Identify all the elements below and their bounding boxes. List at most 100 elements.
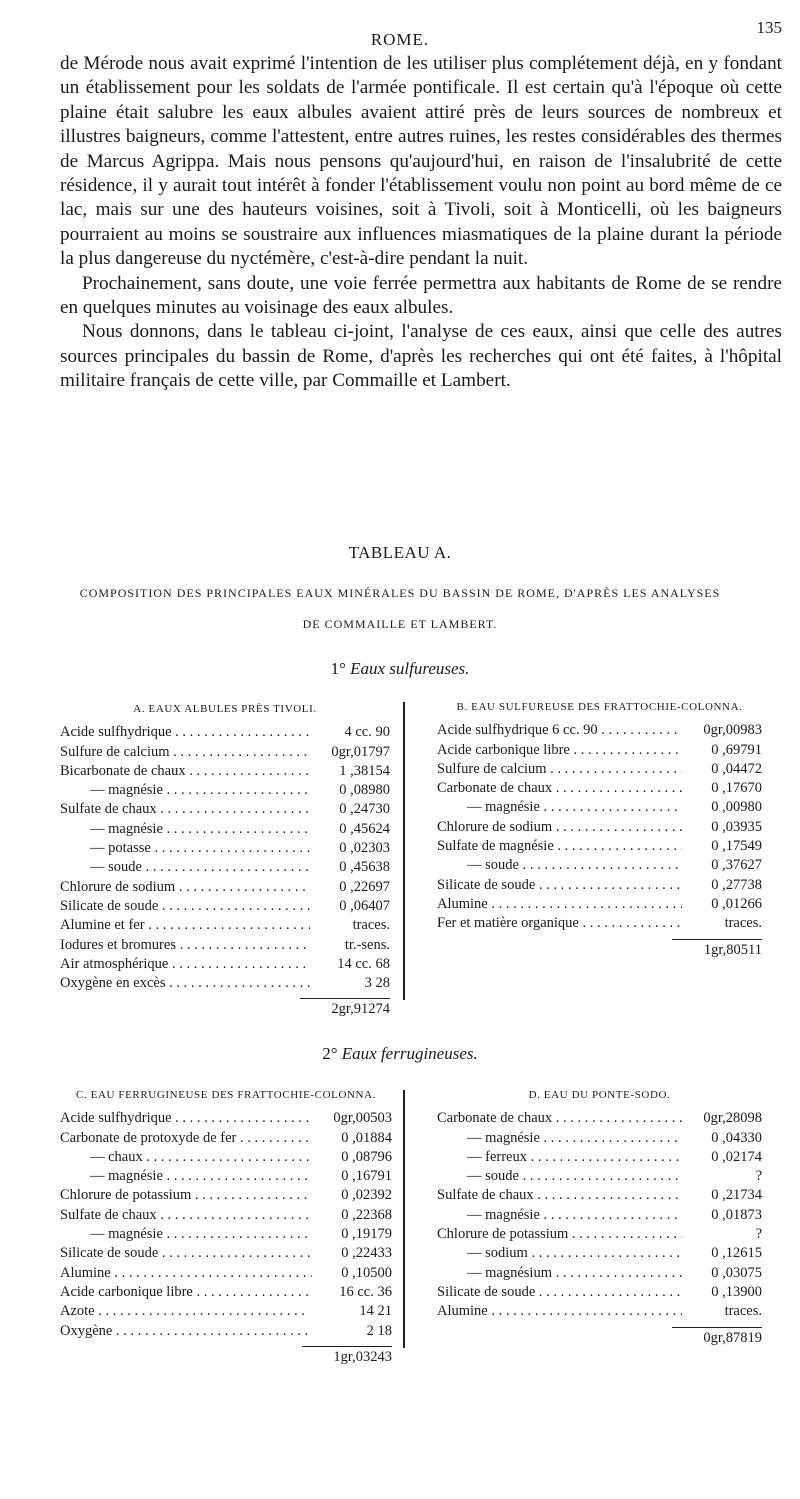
row-value: 0 ,45638 bbox=[310, 858, 390, 878]
table-row: Carbonate de chaux0 ,17670 bbox=[437, 779, 762, 799]
table-row: Sulfate de chaux0 ,24730 bbox=[60, 800, 390, 820]
row-value: 0 ,03075 bbox=[682, 1263, 762, 1283]
table-row: — soude0 ,45638 bbox=[60, 858, 390, 878]
row-label: — magnésie bbox=[437, 1206, 682, 1225]
row-label: Oxygène en excès bbox=[60, 974, 310, 993]
table-row: Acide carbonique libre16 cc. 36 bbox=[60, 1282, 392, 1303]
row-value: 4 cc. 90 bbox=[310, 723, 390, 743]
table-total: 1gr,80511 bbox=[672, 938, 762, 960]
table-row: Silicate de soude0 ,22433 bbox=[60, 1244, 392, 1264]
row-value: 0 ,13900 bbox=[682, 1282, 762, 1303]
table-row: Bicarbonate de chaux1 ,38154 bbox=[60, 761, 390, 782]
row-value: 0 ,06407 bbox=[310, 896, 390, 917]
row-label: — magnésie bbox=[437, 1129, 682, 1148]
row-value: 0 ,19179 bbox=[312, 1225, 392, 1245]
paragraph: de Mérode nous avait exprimé l'intention… bbox=[60, 53, 782, 270]
table-row: Air atmosphérique14 cc. 68 bbox=[60, 954, 390, 975]
row-label: Chlorure de potassium bbox=[437, 1225, 682, 1244]
row-label: Silicate de soude bbox=[60, 1244, 312, 1263]
row-label: Silicate de soude bbox=[437, 1283, 682, 1302]
table-row: — magnésium0 ,03075 bbox=[437, 1263, 762, 1283]
row-value: 0 ,01884 bbox=[312, 1128, 392, 1148]
table-row: — magnésie0 ,08980 bbox=[60, 781, 390, 801]
row-value: traces. bbox=[310, 916, 390, 936]
row-label: Acide sulfhydrique bbox=[60, 1109, 312, 1128]
row-value: 0 ,22697 bbox=[310, 877, 390, 897]
table-row: Silicate de soude0 ,06407 bbox=[60, 896, 390, 917]
table-row: Iodures et bromurestr.-sens. bbox=[60, 935, 390, 955]
row-value: 0 ,10500 bbox=[312, 1263, 392, 1283]
table-row: Oxygène2 18 bbox=[60, 1321, 392, 1341]
row-value: 0 ,03935 bbox=[682, 817, 762, 838]
table-row: Carbonate de protoxyde de fer0 ,01884 bbox=[60, 1128, 392, 1148]
table-heading: D. EAU DU PONTE-SODO. bbox=[528, 1089, 671, 1101]
row-label: — magnésium bbox=[437, 1264, 682, 1283]
row-label: — chaux bbox=[60, 1148, 312, 1167]
row-value: ? bbox=[682, 1225, 762, 1245]
row-value: traces. bbox=[682, 1302, 762, 1322]
table-row: — potasse0 ,02303 bbox=[60, 839, 390, 859]
section-heading: 1° Eaux sulfureuses. bbox=[0, 659, 800, 679]
row-value: 2 18 bbox=[312, 1321, 392, 1341]
section-number: 1° bbox=[330, 659, 346, 678]
row-label: Sulfate de magnésie bbox=[437, 837, 682, 856]
row-label: Iodures et bromures bbox=[60, 936, 310, 955]
row-value: 0gr,00503 bbox=[312, 1109, 392, 1129]
table-row: — soude? bbox=[437, 1167, 762, 1187]
page-number: 135 bbox=[756, 18, 783, 37]
table-subtitle: DE COMMAILLE ET LAMBERT. bbox=[302, 617, 498, 631]
table-total: 0gr,87819 bbox=[672, 1326, 762, 1348]
table-row: Sulfate de chaux0 ,22368 bbox=[60, 1205, 392, 1226]
analysis-table-b: B. EAU SULFUREUSE DES FRATTOCHIE-COLONNA… bbox=[437, 698, 762, 960]
row-label: Sulfure de calcium bbox=[60, 743, 310, 762]
row-value: 16 cc. 36 bbox=[312, 1282, 392, 1303]
table-title: TABLEAU A. bbox=[348, 543, 452, 562]
row-label: Alumine bbox=[437, 895, 682, 914]
row-value: 0 ,69791 bbox=[682, 740, 762, 760]
row-value: 0 ,04472 bbox=[682, 759, 762, 780]
row-label: Sulfate de chaux bbox=[60, 1206, 312, 1225]
row-value: 0 ,04330 bbox=[682, 1128, 762, 1148]
table-row: — magnésie0 ,19179 bbox=[60, 1225, 392, 1245]
table-total: 2gr,91274 bbox=[300, 998, 390, 1019]
row-label: Chlorure de sodium bbox=[60, 878, 310, 897]
table-row: Alumine et fertraces. bbox=[60, 916, 390, 936]
table-row: — magnésie0 ,00980 bbox=[437, 798, 762, 818]
table-row: Acide sulfhydrique4 cc. 90 bbox=[60, 723, 390, 743]
column-divider bbox=[403, 702, 405, 1000]
row-label: Fer et matière organique bbox=[437, 914, 682, 933]
row-label: Chlorure de potassium bbox=[60, 1186, 312, 1205]
row-value: 14 21 bbox=[312, 1302, 392, 1322]
table-row: Carbonate de chaux0gr,28098 bbox=[437, 1109, 762, 1129]
row-label: Acide sulfhydrique 6 cc. 90 bbox=[437, 721, 682, 740]
row-label: Alumine bbox=[60, 1264, 312, 1283]
row-value: 0gr,01797 bbox=[310, 742, 390, 762]
paragraph: Prochainement, sans doute, une voie ferr… bbox=[60, 272, 782, 319]
row-label: — potasse bbox=[60, 839, 310, 858]
row-value: 0 ,01266 bbox=[682, 894, 762, 915]
row-label: — magnésie bbox=[437, 798, 682, 817]
table-row: — magnésie0 ,04330 bbox=[437, 1128, 762, 1148]
table-row: Sulfure de calcium0 ,04472 bbox=[437, 759, 762, 780]
row-value: 0 ,02392 bbox=[312, 1186, 392, 1206]
running-head: ROME. bbox=[370, 30, 430, 49]
row-value: 0gr,28098 bbox=[682, 1109, 762, 1129]
row-value: 0 ,08980 bbox=[310, 781, 390, 801]
row-value: 0 ,24730 bbox=[310, 800, 390, 820]
row-value: 0 ,02174 bbox=[682, 1147, 762, 1168]
row-label: — sodium bbox=[437, 1244, 682, 1263]
table-row: — chaux0 ,08796 bbox=[60, 1147, 392, 1168]
row-label: Acide carbonique libre bbox=[60, 1283, 312, 1302]
table-row: Alumine0 ,01266 bbox=[437, 894, 762, 915]
row-label: Sulfate de chaux bbox=[60, 800, 310, 819]
row-value: 0 ,00980 bbox=[682, 798, 762, 818]
table-row: Fer et matière organiquetraces. bbox=[437, 914, 762, 934]
row-label: Alumine bbox=[437, 1302, 682, 1321]
section-heading: 2° Eaux ferrugineuses. bbox=[0, 1044, 800, 1064]
row-value: 0 ,21734 bbox=[682, 1186, 762, 1206]
row-label: Oxygène bbox=[60, 1322, 312, 1341]
table-row: — sodium0 ,12615 bbox=[437, 1244, 762, 1264]
section-title: Eaux sulfureuses. bbox=[350, 659, 470, 678]
row-value: 0 ,01873 bbox=[682, 1205, 762, 1226]
table-row: Acide carbonique libre0 ,69791 bbox=[437, 740, 762, 760]
